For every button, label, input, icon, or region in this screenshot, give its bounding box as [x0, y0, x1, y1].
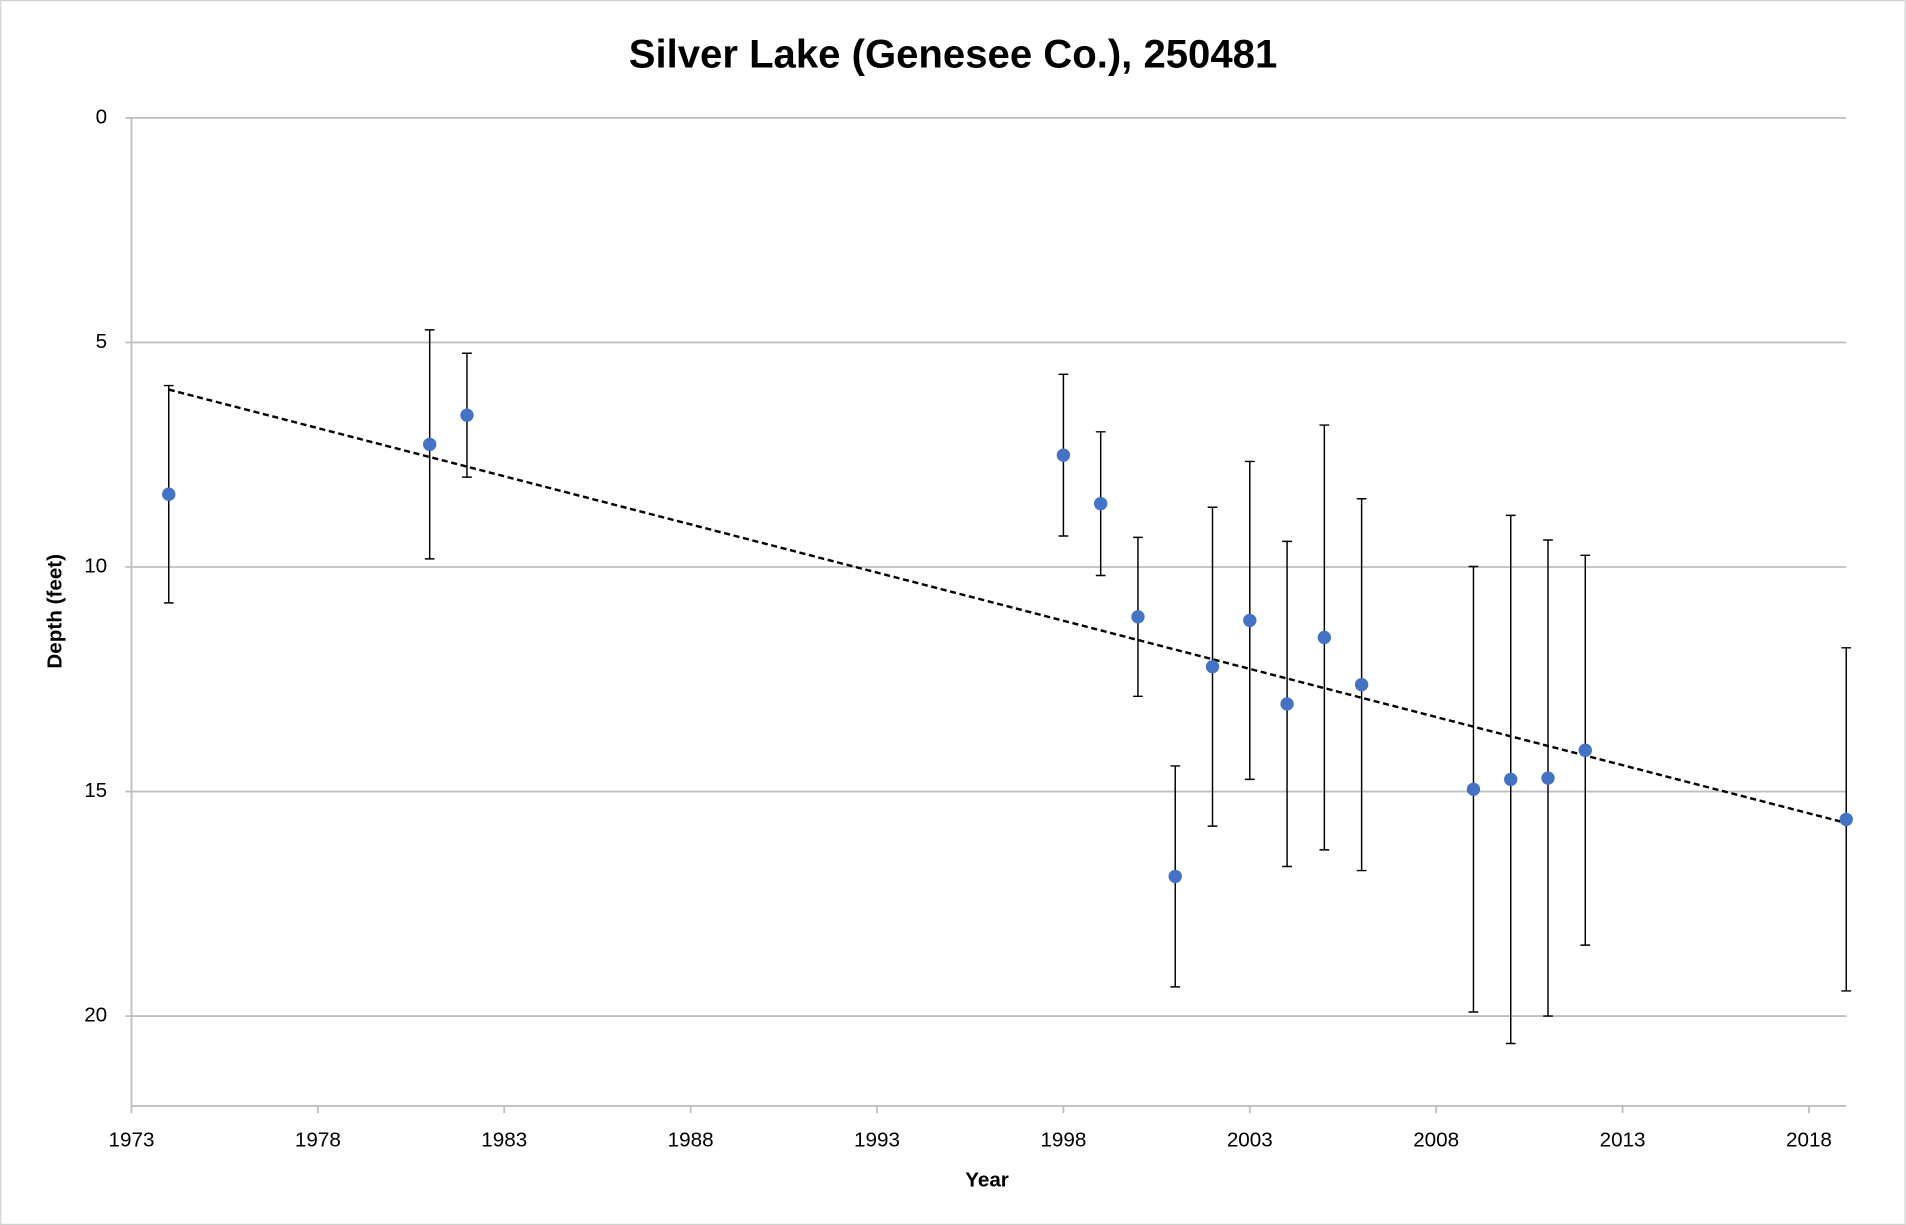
data-point: [162, 487, 176, 501]
x-tick-label: 2008: [1413, 1129, 1459, 1152]
x-tick-label: 1998: [1040, 1129, 1086, 1152]
x-tick-label: 1973: [109, 1129, 155, 1152]
data-point: [423, 437, 437, 452]
y-axis-label: Depth (feet): [44, 554, 67, 669]
data-point: [460, 408, 474, 422]
data-point: [1131, 610, 1145, 624]
chart-title: Silver Lake (Genesee Co.), 250481: [629, 33, 1278, 77]
y-tick-label: 15: [84, 779, 107, 802]
x-tick-label: 1993: [854, 1129, 900, 1152]
x-tick-label: 2018: [1786, 1129, 1832, 1152]
data-point: [1354, 677, 1369, 692]
data-point: [1056, 448, 1071, 462]
data-point: [1541, 771, 1555, 785]
y-tick-label: 10: [84, 554, 107, 577]
x-axis-label: Year: [965, 1169, 1009, 1192]
data-point: [1093, 496, 1108, 511]
trendline: [168, 388, 1847, 825]
data-point: [1243, 613, 1257, 628]
y-tick-label: 20: [84, 1004, 107, 1027]
x-tick-label: 1983: [481, 1129, 527, 1152]
x-tick-label: 2003: [1227, 1129, 1273, 1152]
data-point: [1280, 697, 1294, 711]
x-tick-label: 2013: [1600, 1129, 1646, 1152]
data-point: [1205, 659, 1220, 674]
data-point: [1466, 782, 1481, 796]
data-point: [1839, 812, 1853, 827]
data-point: [1317, 630, 1332, 645]
data-point: [1578, 743, 1592, 757]
y-tick-label: 5: [96, 330, 107, 353]
y-tick-label: 0: [96, 105, 107, 128]
data-point: [1168, 869, 1182, 884]
data-point: [1504, 772, 1518, 787]
x-tick-label: 1988: [668, 1129, 714, 1152]
x-tick-label: 1978: [295, 1129, 341, 1152]
